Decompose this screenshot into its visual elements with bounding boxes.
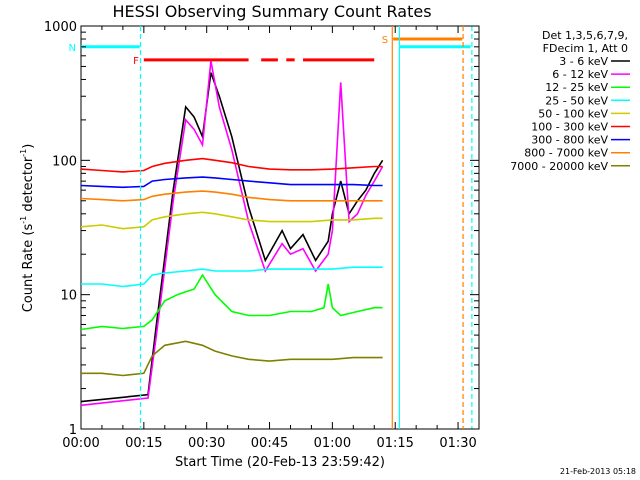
y-axis-label: Count Rate (s-1 detector-1)	[19, 144, 36, 313]
y-tick-label-2: 100	[52, 154, 77, 169]
legend-label-5: 100 - 300 keV	[531, 121, 608, 134]
x-tick-label-5: 01:15	[376, 436, 413, 451]
legend-label-4: 50 - 100 keV	[538, 107, 608, 120]
x-tick-label-4: 01:00	[314, 436, 351, 451]
flag-label-N: N	[69, 43, 76, 54]
series-line-1	[80, 60, 384, 407]
legend: Det 1,3,5,6,7,9, FDecim 1, Att 0 3 - 6 k…	[510, 29, 630, 173]
series-line-2	[80, 273, 383, 331]
series-line-7	[80, 190, 383, 202]
plot-timestamp: 21-Feb-2013 05:18	[560, 467, 636, 476]
series-line-8	[81, 340, 383, 377]
chart-title: HESSI Observing Summary Count Rates	[112, 2, 431, 21]
vline-layer	[139, 26, 473, 429]
series-line-5	[80, 157, 383, 173]
y-tick-label-0: 1	[69, 423, 77, 438]
series-line-4	[80, 211, 383, 230]
legend-label-3: 25 - 50 keV	[545, 94, 608, 107]
legend-label-7: 800 - 7000 keV	[524, 147, 608, 160]
series-layer	[80, 60, 384, 407]
x-tick-label-6: 01:30	[439, 436, 476, 451]
legend-label-2: 12 - 25 keV	[545, 81, 608, 94]
series-line-3	[81, 266, 383, 288]
legend-header-line-2: FDecim 1, Att 0	[543, 42, 628, 55]
x-tick-label-3: 00:45	[251, 436, 288, 451]
legend-label-6: 300 - 800 keV	[531, 134, 608, 147]
x-tick-label-0: 00:00	[62, 436, 99, 451]
legend-header-line-1: Det 1,3,5,6,7,9,	[542, 29, 628, 42]
series-line-0	[80, 72, 384, 403]
plot-area: F N S 00:00 00:15 00:30 00:45 01:00 01:15 01:30 1…	[44, 20, 480, 451]
tick-layer: 00:00 00:15 00:30 00:45 01:00 01:15 01:30 1 10 10…	[44, 20, 479, 451]
legend-label-0: 3 - 6 keV	[559, 55, 608, 68]
x-tick-label-1: 00:15	[125, 436, 162, 451]
x-tick-label-2: 00:30	[188, 436, 225, 451]
y-tick-label-3: 1000	[44, 20, 77, 35]
y-tick-label-1: 10	[60, 289, 77, 304]
legend-label-1: 6 - 12 keV	[552, 68, 608, 81]
flag-label-F: F	[133, 56, 139, 67]
flag-label-S: S	[382, 35, 388, 46]
x-axis-label: Start Time (20-Feb-13 23:59:42)	[175, 455, 385, 470]
plot-frame	[80, 25, 480, 430]
legend-label-8: 7000 - 20000 keV	[510, 160, 608, 173]
flag-layer: F N S	[69, 35, 471, 67]
series-line-6	[80, 176, 383, 189]
